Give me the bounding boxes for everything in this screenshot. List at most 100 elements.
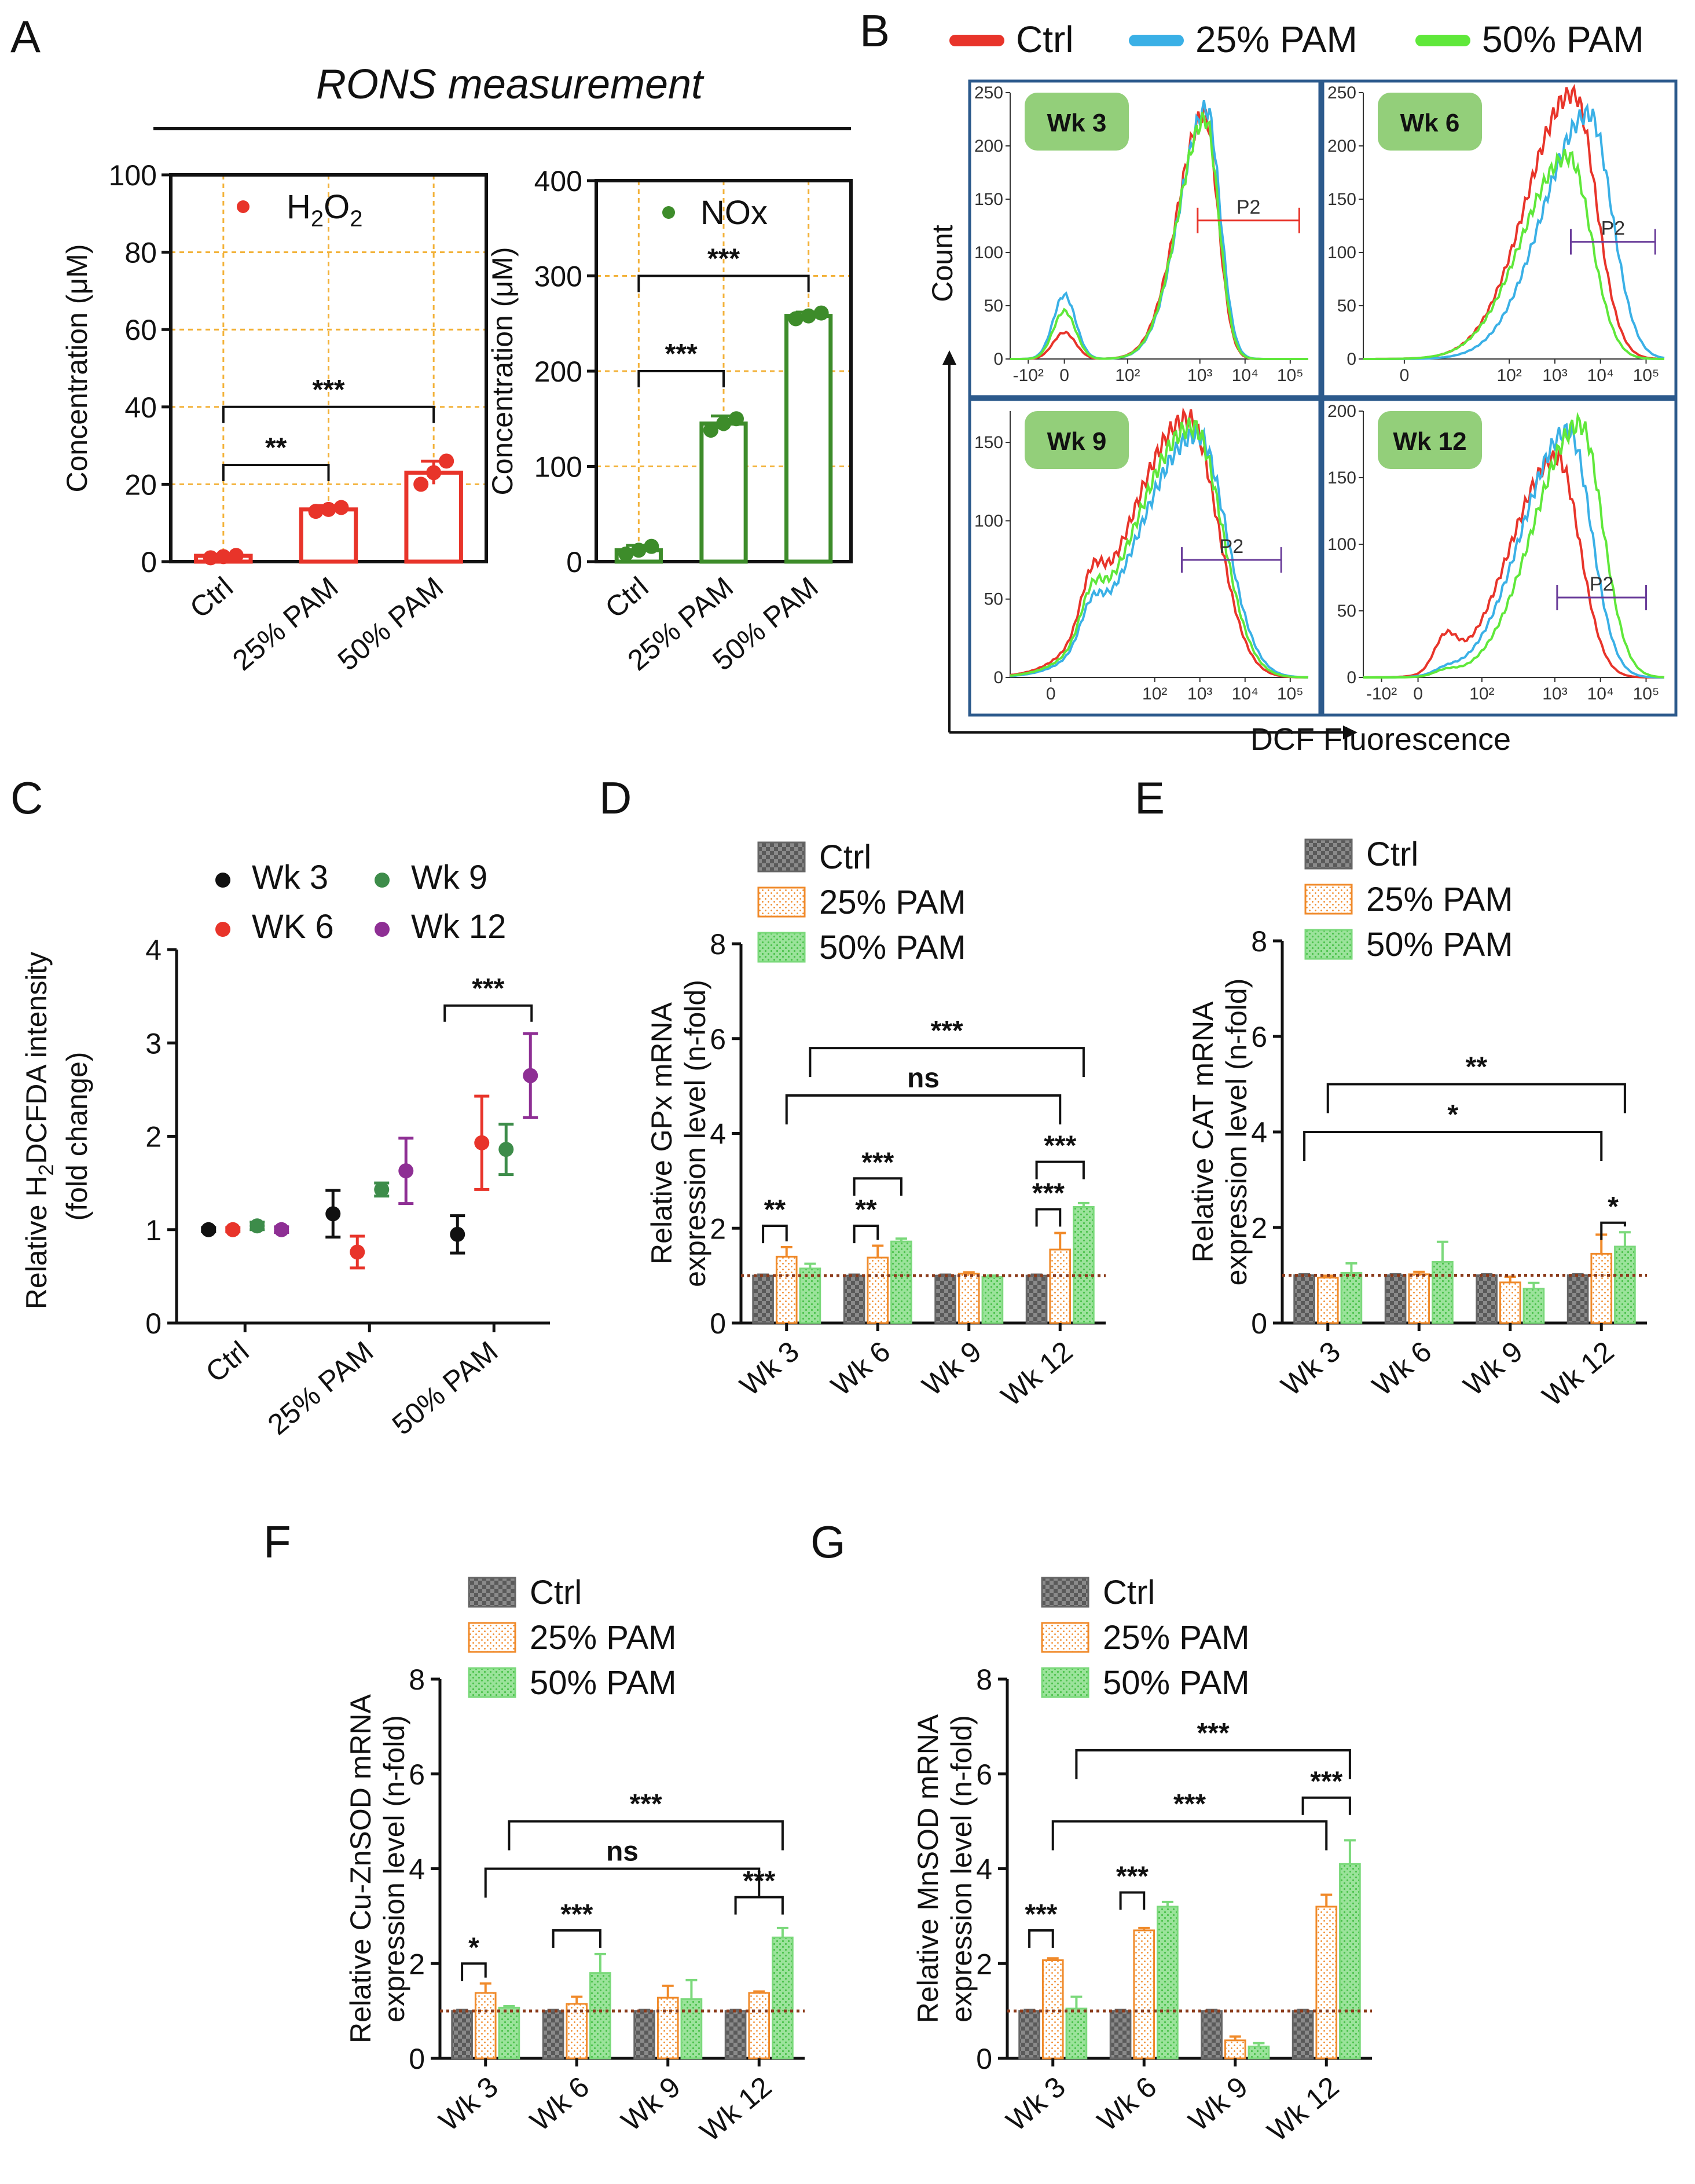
x-tick-label: Ctrl bbox=[200, 1335, 255, 1389]
chart-g-mnsod: 0 2 4 6 8 Relative MnSOD mRNA expression level… bbox=[912, 1574, 1372, 2148]
flow-x-tick-label: 10² bbox=[1142, 684, 1167, 703]
sig-bracket bbox=[1028, 1929, 1054, 1948]
histogram-curve-0 bbox=[1363, 448, 1664, 679]
y-tick-label: 4 bbox=[409, 1853, 425, 1886]
chart-e-cat: 0 2 4 6 8 Relative CAT mRNA expression level (… bbox=[1187, 836, 1647, 1413]
flow-x-tick-label: 10⁴ bbox=[1232, 684, 1259, 703]
y-tick-label: 0 bbox=[141, 546, 157, 578]
data-point bbox=[439, 453, 454, 469]
legend-label: Ctrl bbox=[530, 1574, 582, 1611]
flow-y-tick-label: 0 bbox=[993, 350, 1003, 369]
data-point bbox=[729, 411, 744, 427]
sig-bracket bbox=[734, 1896, 784, 1915]
bar-2 bbox=[981, 1276, 1004, 1324]
flow-x-tick-label: 0 bbox=[1413, 684, 1423, 703]
flow-y-tick-label: 150 bbox=[974, 433, 1003, 452]
y-tick-label: 8 bbox=[976, 1663, 992, 1696]
sig-label: *** bbox=[861, 1147, 894, 1178]
sig-bracket-long bbox=[508, 1820, 784, 1850]
legend-dot bbox=[237, 200, 250, 213]
bar-2 bbox=[404, 470, 463, 564]
bar-0 bbox=[724, 2010, 747, 2060]
y-axis-label: Count bbox=[926, 225, 959, 302]
histogram-curve-2 bbox=[1010, 112, 1308, 360]
bar-0 bbox=[451, 2010, 473, 2060]
bar-2 bbox=[1522, 1288, 1545, 1324]
legend-swatch-2 bbox=[1304, 929, 1353, 960]
legend-swatch-1 bbox=[1129, 35, 1184, 46]
legend-swatch-2 bbox=[1041, 1667, 1089, 1698]
bar-1 bbox=[1049, 1248, 1072, 1324]
flow-x-tick-label: 0 bbox=[1046, 684, 1056, 703]
chart-f-cuznsod: 0 2 4 6 8 Relative Cu-ZnSOD mRNA expression le… bbox=[344, 1574, 805, 2148]
sig-bracket bbox=[1301, 1796, 1351, 1815]
flow-panel-frame bbox=[1321, 398, 1678, 717]
chart-d-gpx: 0 2 4 6 8 Relative GPx mRNA expression level (… bbox=[645, 838, 1106, 1413]
y-tick-label: 60 bbox=[124, 314, 157, 346]
x-tick-label: 50% PAM bbox=[332, 571, 449, 677]
flow-x-tick-label: 10⁵ bbox=[1633, 684, 1660, 703]
week-badge-label: Wk 6 bbox=[1400, 109, 1460, 137]
y-axis-label: Concentration (μM) bbox=[486, 247, 519, 496]
week-badge bbox=[1378, 411, 1482, 469]
legend-label: 50% PAM bbox=[1103, 1664, 1250, 1702]
flow-x-tick-label: 10⁴ bbox=[1232, 366, 1259, 385]
bar-2 bbox=[1340, 1271, 1363, 1324]
data-point bbox=[413, 477, 429, 492]
flow-y-tick-label: 100 bbox=[1327, 243, 1356, 262]
flow-y-tick-label: 200 bbox=[974, 137, 1003, 156]
flow-y-tick-label: 100 bbox=[1327, 535, 1356, 554]
legend-label: 25% PAM bbox=[1366, 881, 1513, 918]
y-tick-label: 6 bbox=[1251, 1021, 1267, 1053]
legend-swatch-1 bbox=[1041, 1622, 1089, 1653]
legend-label: NOx bbox=[700, 194, 768, 232]
data-point-1 bbox=[225, 1222, 241, 1237]
bar-1 bbox=[1133, 1929, 1155, 2060]
legend-swatch-0 bbox=[757, 841, 806, 873]
sig-label: *** bbox=[472, 973, 504, 1004]
x-tick-label: Wk 3 bbox=[1000, 2071, 1072, 2138]
x-axis-label: DCF Fluorescence bbox=[1250, 722, 1511, 757]
legend-swatch-1 bbox=[757, 886, 806, 918]
y-tick-label: 1 bbox=[145, 1214, 162, 1247]
sig-bracket-long bbox=[1051, 1820, 1328, 1850]
legend-label: 50% PAM bbox=[819, 929, 966, 966]
data-point-1 bbox=[350, 1244, 365, 1260]
flow-x-tick-label: 10² bbox=[1115, 366, 1140, 385]
flow-x-tick-label: -10² bbox=[1013, 366, 1044, 385]
week-badge-label: Wk 9 bbox=[1047, 427, 1107, 456]
flow-x-tick-label: 10³ bbox=[1542, 684, 1567, 703]
chart-c-h2dcfda: 0 1 2 3 4 Ctrl 25% PAM 50% PAM Relative H2DCFDA … bbox=[20, 859, 550, 1441]
data-point-0 bbox=[201, 1222, 217, 1237]
data-point bbox=[228, 548, 244, 563]
data-point bbox=[813, 305, 829, 321]
data-point bbox=[801, 308, 816, 324]
y-tick-label: 100 bbox=[109, 159, 157, 192]
legend-swatch-1 bbox=[468, 1622, 516, 1653]
data-point bbox=[215, 549, 231, 565]
x-tick-label: Wk 9 bbox=[1458, 1335, 1529, 1402]
y-tick-label: 0 bbox=[409, 2043, 425, 2075]
x-tick-label: Wk 12 bbox=[1536, 1335, 1620, 1413]
data-point bbox=[788, 311, 804, 327]
x-tick-label: Ctrl bbox=[599, 571, 655, 625]
bar-0 bbox=[1025, 1274, 1048, 1324]
sig-label: *** bbox=[1032, 1178, 1065, 1209]
sig-bracket bbox=[637, 274, 810, 292]
sig-label: *** bbox=[707, 244, 740, 274]
flow-y-tick-label: 50 bbox=[984, 296, 1003, 316]
y-tick-label: 200 bbox=[534, 356, 582, 388]
bar-1 bbox=[566, 2003, 588, 2060]
data-point-1 bbox=[474, 1135, 490, 1150]
bar-1 bbox=[474, 1992, 497, 2060]
sig-bracket-long bbox=[1303, 1131, 1603, 1161]
flow-x-tick-label: 10⁵ bbox=[1633, 366, 1660, 385]
flow-x-tick-label: 10² bbox=[1469, 684, 1494, 703]
x-tick-label: Wk 6 bbox=[825, 1335, 896, 1402]
legend-label: Ctrl bbox=[1103, 1574, 1155, 1611]
bar-2 bbox=[1073, 1205, 1095, 1324]
bar-2 bbox=[1614, 1245, 1636, 1324]
y-axis-label: Concentration (μM) bbox=[61, 244, 93, 493]
x-tick-label: Wk 12 bbox=[1261, 2071, 1345, 2148]
